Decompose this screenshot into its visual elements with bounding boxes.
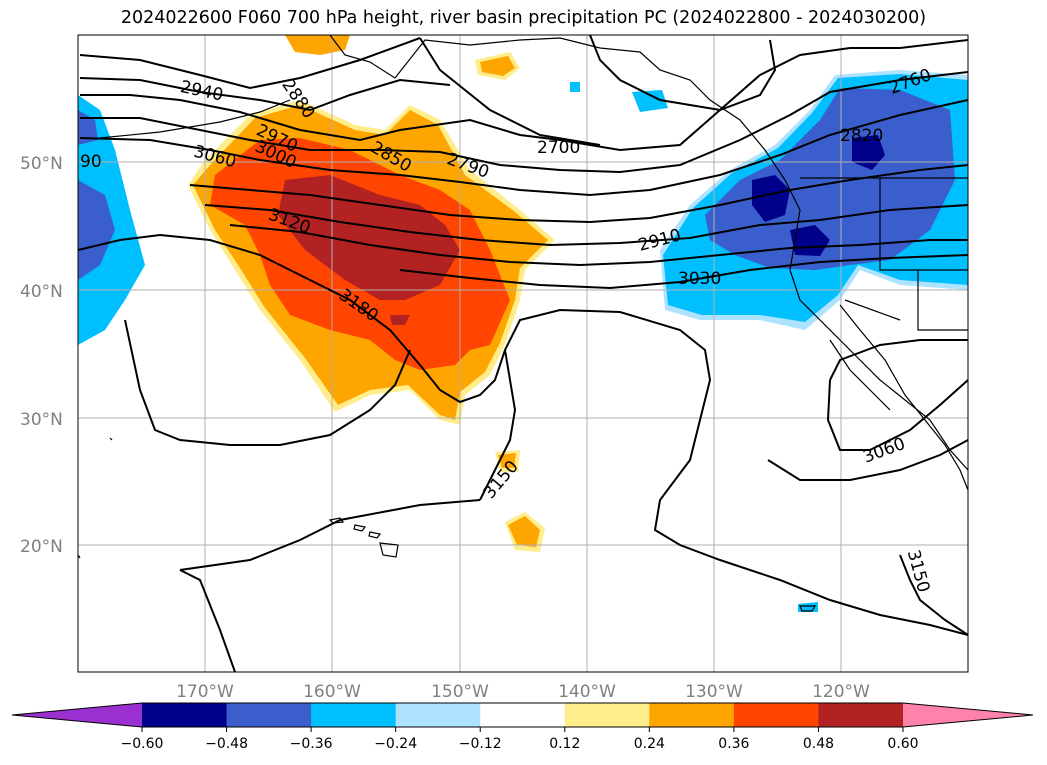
lat-axis: 50°N 40°N 30°N 20°N [20,154,63,557]
colorbar-swatch [818,703,904,727]
colorbar-extend-min [12,703,142,727]
colorbar-tick-label: −0.48 [205,736,248,752]
colorbar-swatch [226,703,312,727]
anomaly-0.48-fill [278,175,460,300]
colorbar-swatch [733,703,819,727]
colorbar-swatch [480,703,566,727]
colorbar: −0.60 −0.48 −0.36 −0.24 −0.12 0.12 0.24 0.36 0.4… [11,702,1034,752]
anomaly-0.48-fill-small [390,315,410,325]
colorbar-swatch [311,703,397,727]
colorbar-tick-label: −0.12 [459,736,502,752]
positive-anomaly-region [188,35,555,552]
colorbar-extend-max [903,703,1033,727]
lon-axis: 170°W 160°W 150°W 140°W 130°W 120°W [176,682,870,702]
lon-tick-label: 130°W [685,682,743,702]
map-frame [77,34,969,673]
lat-tick-label: 50°N [20,154,63,174]
contour-label: 2820 [840,126,883,146]
lon-tick-label: 120°W [812,682,870,702]
colorbar-tick-label: 0.36 [718,736,749,752]
lon-tick-label: 160°W [303,682,361,702]
contour-label: 2700 [537,138,580,158]
colorbar-swatch [649,703,735,727]
contour-label: 3030 [678,269,721,289]
colorbar-tick-label: 0.12 [549,736,580,752]
lat-tick-label: 30°N [20,410,63,430]
figure-title: 2024022600 F060 700 hPa height, river ba… [120,8,927,28]
colorbar-tick-label: −0.60 [121,736,164,752]
lon-tick-label: 150°W [431,682,489,702]
coastlines [78,35,968,612]
lat-tick-label: 40°N [20,282,63,302]
colorbar-tick-label: 0.24 [634,736,665,752]
height-contours [78,35,968,672]
colorbar-tick-label: −0.24 [374,736,417,752]
colorbar-tick-label: −0.36 [290,736,333,752]
colorbar-tick-label: 0.60 [887,736,918,752]
graticule [78,35,968,672]
lat-tick-label: 20°N [20,537,63,557]
negative-anomaly-region-east [570,70,968,612]
colorbar-swatch [395,703,481,727]
lon-tick-label: 170°W [176,682,234,702]
lon-tick-label: 140°W [558,682,616,702]
colorbar-swatch [564,703,650,727]
colorbar-tick-label: 0.48 [803,736,834,752]
contour-label: 90 [80,152,102,172]
colorbar-swatch [142,703,228,727]
